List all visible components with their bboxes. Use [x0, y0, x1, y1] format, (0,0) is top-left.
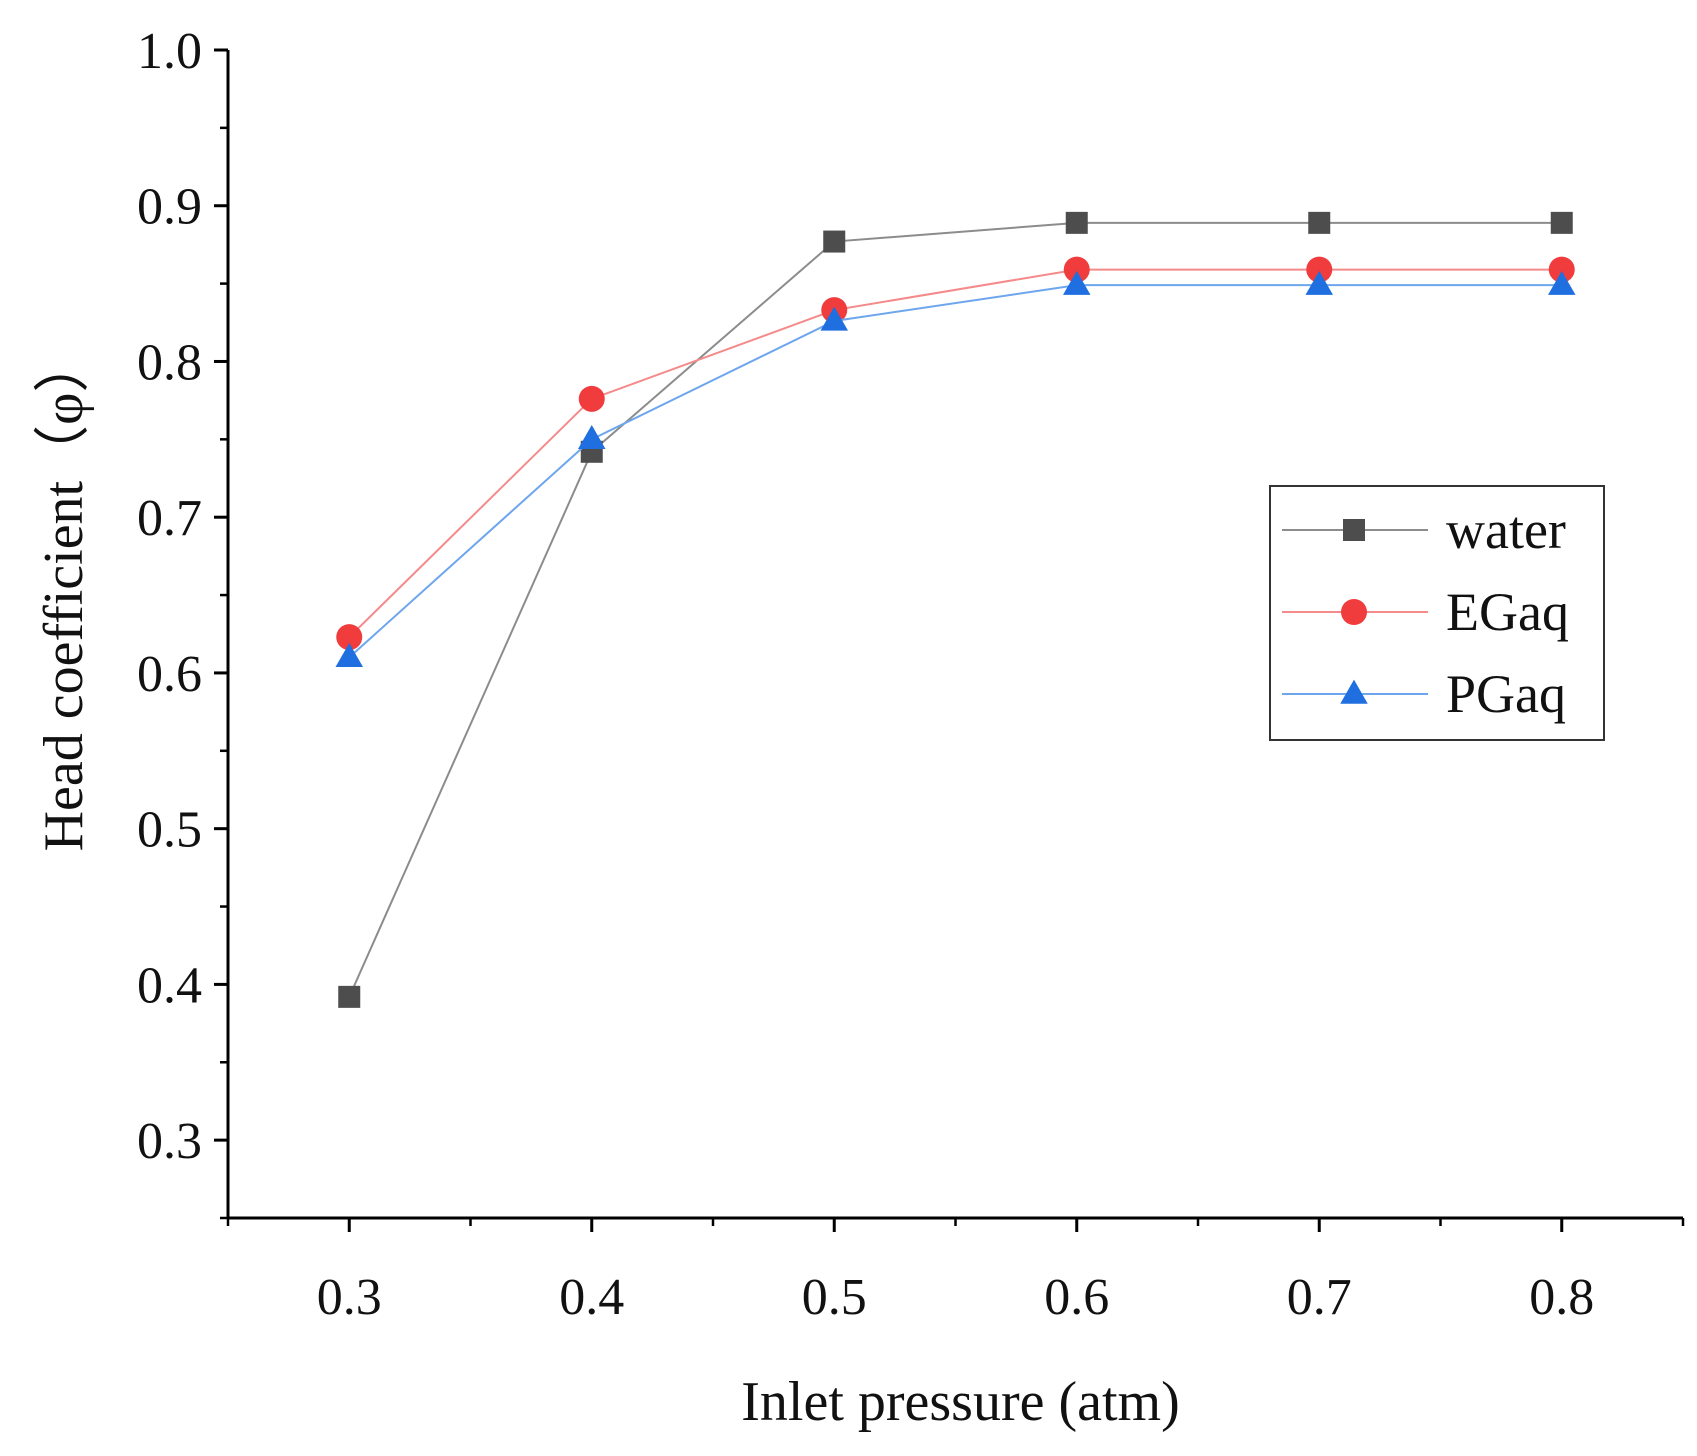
legend-label: EGaq — [1446, 582, 1569, 642]
x-tick-label: 0.8 — [1529, 1269, 1594, 1326]
legend-label: PGaq — [1446, 664, 1566, 724]
data-point-EGaq — [1306, 256, 1333, 283]
y-tick-label: 1.0 — [137, 23, 202, 80]
y-tick-label: 0.8 — [137, 334, 202, 391]
data-point-PGaq — [578, 425, 606, 450]
data-point-PGaq — [335, 643, 363, 668]
data-point-water — [1308, 211, 1331, 234]
y-tick-label: 0.9 — [137, 179, 202, 236]
legend-item-PGaq: PGaq — [1282, 664, 1566, 724]
y-tick-label: 0.3 — [137, 1113, 202, 1170]
x-axis-title: Inlet pressure (atm) — [741, 1371, 1179, 1433]
series-PGaq — [335, 270, 1576, 668]
data-point-water — [1065, 211, 1088, 234]
data-point-PGaq — [1305, 270, 1333, 295]
data-point-PGaq — [820, 306, 848, 331]
legend-item-water: water — [1282, 500, 1566, 560]
legend-item-EGaq: EGaq — [1282, 582, 1569, 642]
series-EGaq — [336, 256, 1575, 651]
y-tick-label: 0.4 — [137, 957, 202, 1014]
axes: 0.3 0.4 0.5 0.6 0.7 0.8 0.9 1.0 0.3 0.4 0.5 0.6 0.7 0… — [137, 23, 1685, 1326]
x-tick-label: 0.3 — [317, 1269, 382, 1326]
legend: water EGaq PGaq — [1269, 485, 1605, 741]
legend-label: water — [1446, 500, 1566, 560]
data-point-EGaq — [578, 385, 605, 412]
legend-marker — [1340, 679, 1368, 704]
data-point-PGaq — [1548, 270, 1576, 295]
series-line-PGaq — [348, 284, 1562, 659]
series-line-water — [348, 221, 1562, 998]
series-layer — [335, 211, 1576, 1008]
data-point-water — [1550, 211, 1573, 234]
x-tick-label: 0.4 — [559, 1269, 624, 1326]
data-point-EGaq — [1063, 256, 1090, 283]
x-tick-label: 0.5 — [802, 1269, 867, 1326]
data-point-PGaq — [1063, 270, 1091, 295]
data-point-EGaq — [1548, 256, 1575, 283]
data-point-water — [823, 230, 846, 253]
legend-marker — [1343, 519, 1365, 541]
y-tick-label: 0.7 — [137, 490, 202, 547]
y-tick-label: 0.6 — [137, 646, 202, 703]
x-tick-label: 0.7 — [1287, 1269, 1352, 1326]
data-point-EGaq — [336, 624, 363, 651]
y-axis-title: Head coefficient（φ） — [33, 337, 95, 852]
x-tick-label: 0.6 — [1044, 1269, 1109, 1326]
data-point-water — [338, 985, 361, 1008]
series-line-EGaq — [348, 268, 1562, 638]
legend-marker — [1341, 599, 1367, 625]
y-tick-label: 0.5 — [137, 802, 202, 859]
